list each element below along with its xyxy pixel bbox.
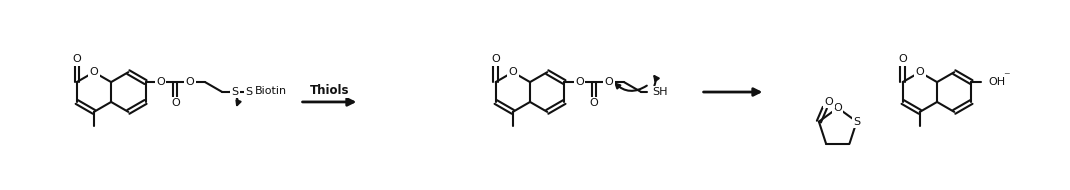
Text: O: O [834,103,842,113]
Text: O: O [575,77,584,87]
Text: S: S [853,117,860,127]
Text: ⁻: ⁻ [1004,71,1010,84]
Text: O: O [171,98,180,108]
Text: SH: SH [652,87,668,97]
Text: S: S [231,87,239,97]
Text: O: O [916,67,924,77]
Text: O: O [156,77,165,87]
Text: O: O [90,67,98,77]
Text: O: O [899,54,907,64]
Text: S: S [245,87,253,97]
Text: O: O [73,54,81,64]
Text: O: O [590,98,598,108]
Text: Biotin: Biotin [255,86,287,96]
Text: OH: OH [989,77,1006,87]
Text: Thiols: Thiols [309,84,349,97]
Text: O: O [508,67,517,77]
Text: O: O [605,77,613,87]
Text: O: O [186,77,195,87]
Text: O: O [491,54,500,64]
Text: O: O [825,97,834,107]
